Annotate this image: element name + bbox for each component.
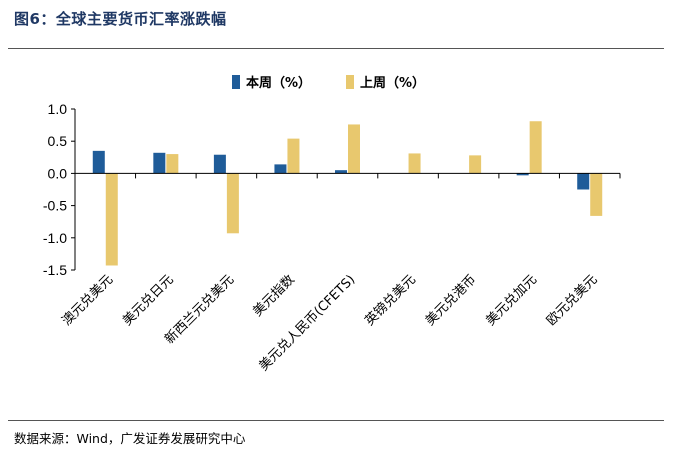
bar-this-week <box>577 173 590 190</box>
bar-last-week <box>469 155 482 174</box>
x-category-label: 澳元兑美元 <box>59 272 116 329</box>
bar-last-week <box>166 154 179 174</box>
bar-this-week <box>274 164 287 174</box>
x-axis: 澳元兑美元 美元兑日元新西兰元兑美元 美元指数美元兑人民币(CFETS) 英镑兑美元美… <box>59 172 621 374</box>
y-tick-label: -1.0 <box>43 230 67 246</box>
bar-chart: 本周（%） 上周（%） 1.00.50.0-0.5-1.0-1.5 澳元兑美元 美元… <box>43 75 621 374</box>
bar-last-week <box>408 153 421 174</box>
top-rule <box>8 48 664 49</box>
bar-this-week <box>92 150 105 174</box>
x-category-label: 欧元兑美元 <box>544 272 601 329</box>
legend-swatch <box>232 75 240 89</box>
x-category-label: 英镑兑美元 <box>362 272 419 329</box>
y-tick-label: 0.0 <box>48 165 68 181</box>
source-note: 数据来源：Wind，广发证券发展研究中心 <box>14 431 246 446</box>
bar-last-week <box>348 124 360 174</box>
y-axis: 1.0 0.5 0.0 -0.5 -1.0 -1.5 <box>43 101 76 278</box>
x-category-label: 美元指数 <box>250 272 297 319</box>
legend: 本周（%） 上周（%） <box>232 75 425 91</box>
bar-this-week <box>335 170 347 174</box>
bar-last-week <box>590 173 603 216</box>
legend-swatch <box>346 75 354 89</box>
y-tick-label: 1.0 <box>48 101 68 117</box>
x-category-label: 美元兑港币 <box>423 272 480 329</box>
bar-last-week <box>529 121 542 174</box>
legend-label: 上周（%） <box>360 75 425 91</box>
bar-this-week <box>153 152 166 174</box>
bar-last-week <box>105 173 118 266</box>
figure-title: 图6：全球主要货币汇率涨跌幅 <box>14 10 227 28</box>
bottom-rule <box>8 420 664 421</box>
x-category-label: 美元兑加元 <box>483 272 540 329</box>
y-tick-label: -1.5 <box>43 262 67 278</box>
bars <box>92 121 603 266</box>
y-tick-label: -0.5 <box>43 198 67 214</box>
x-category-label: 美元兑日元 <box>120 272 177 329</box>
legend-label: 本周（%） <box>246 75 311 91</box>
bar-this-week <box>213 154 226 174</box>
y-tick-label: 0.5 <box>48 133 68 149</box>
bar-last-week <box>287 138 300 174</box>
bar-last-week <box>226 173 239 234</box>
bar-this-week <box>516 173 529 176</box>
